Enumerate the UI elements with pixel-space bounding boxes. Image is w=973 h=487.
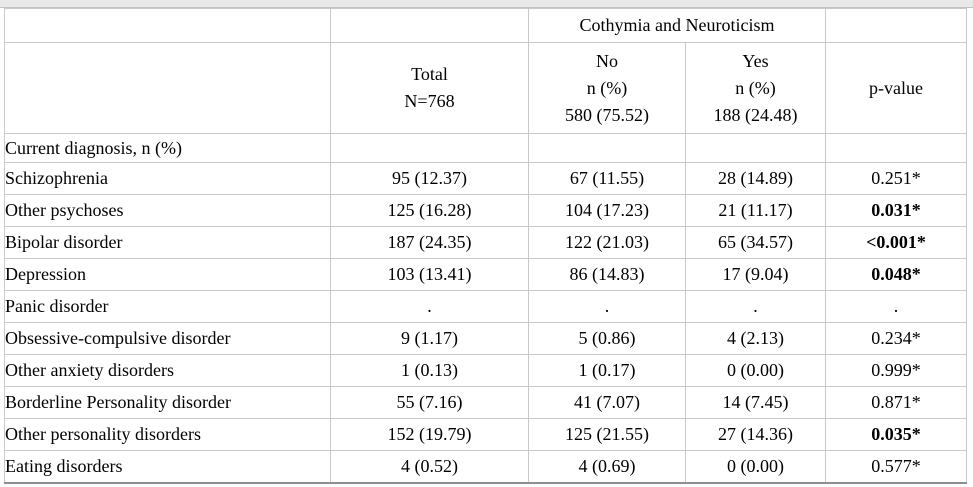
cell-no: 67 (11.55) xyxy=(528,162,686,195)
cell-total: 9 (1.17) xyxy=(330,322,529,355)
table-row: Depression 103 (13.41) 86 (14.83) 17 (9.… xyxy=(4,258,967,291)
cell-no: 41 (7.07) xyxy=(528,386,686,419)
empty-cell xyxy=(330,133,529,163)
cell-pvalue: 0.035* xyxy=(825,418,967,451)
cell-yes: 27 (14.36) xyxy=(685,418,826,451)
row-label: Schizophrenia xyxy=(4,162,331,195)
cell-yes: . xyxy=(685,290,826,323)
column-header-yes: Yes n (%) 188 (24.48) xyxy=(685,42,826,134)
cell-total: 187 (24.35) xyxy=(330,226,529,259)
table-row: Borderline Personality disorder 55 (7.16… xyxy=(4,386,967,419)
cell-pvalue: 0.871* xyxy=(825,386,967,419)
cell-yes: 17 (9.04) xyxy=(685,258,826,291)
clipped-row-strip xyxy=(0,0,973,8)
cell-pvalue: 0.251* xyxy=(825,162,967,195)
table-row: Obsessive-compulsive disorder 9 (1.17) 5… xyxy=(4,322,967,355)
cell-pvalue: <0.001* xyxy=(825,226,967,259)
table-row-column-headers: Total N=768 No n (%) 580 (75.52) Yes n (… xyxy=(4,42,967,134)
cell-no: . xyxy=(528,290,686,323)
empty-cell xyxy=(528,133,686,163)
cell-total: . xyxy=(330,290,529,323)
table-row: Bipolar disorder 187 (24.35) 122 (21.03)… xyxy=(4,226,967,259)
empty-cell xyxy=(330,8,529,43)
table-row-group-header: Cothymia and Neuroticism xyxy=(4,8,967,43)
cell-pvalue: 0.234* xyxy=(825,322,967,355)
row-label: Borderline Personality disorder xyxy=(4,386,331,419)
table-row: Panic disorder . . . . xyxy=(4,290,967,323)
column-header-total: Total N=768 xyxy=(330,42,529,134)
empty-cell xyxy=(685,133,826,163)
cell-yes: 0 (0.00) xyxy=(685,450,826,484)
cell-total: 125 (16.28) xyxy=(330,194,529,227)
cell-no: 5 (0.86) xyxy=(528,322,686,355)
table-row: Other psychoses 125 (16.28) 104 (17.23) … xyxy=(4,194,967,227)
row-label: Depression xyxy=(4,258,331,291)
cell-yes: 0 (0.00) xyxy=(685,354,826,387)
table-row: Other personality disorders 152 (19.79) … xyxy=(4,418,967,451)
cell-pvalue: 0.031* xyxy=(825,194,967,227)
table-row: Other anxiety disorders 1 (0.13) 1 (0.17… xyxy=(4,354,967,387)
cell-yes: 21 (11.17) xyxy=(685,194,826,227)
diagnosis-statistics-table: Cothymia and Neuroticism Total N=768 No … xyxy=(4,8,967,484)
cell-yes: 14 (7.45) xyxy=(685,386,826,419)
cell-total: 103 (13.41) xyxy=(330,258,529,291)
cell-total: 55 (7.16) xyxy=(330,386,529,419)
cell-no: 104 (17.23) xyxy=(528,194,686,227)
cell-yes: 65 (34.57) xyxy=(685,226,826,259)
row-label: Eating disorders xyxy=(4,450,331,484)
empty-cell xyxy=(825,133,967,163)
cell-yes: 28 (14.89) xyxy=(685,162,826,195)
cell-no: 125 (21.55) xyxy=(528,418,686,451)
empty-cell xyxy=(4,42,331,134)
empty-cell xyxy=(825,8,967,43)
group-header-cell: Cothymia and Neuroticism xyxy=(528,8,826,43)
cell-total: 4 (0.52) xyxy=(330,450,529,484)
row-label: Panic disorder xyxy=(4,290,331,323)
cell-pvalue: 0.999* xyxy=(825,354,967,387)
table-row: Schizophrenia 95 (12.37) 67 (11.55) 28 (… xyxy=(4,162,967,195)
cell-pvalue: 0.048* xyxy=(825,258,967,291)
empty-cell xyxy=(4,8,331,43)
cell-yes: 4 (2.13) xyxy=(685,322,826,355)
row-label: Obsessive-compulsive disorder xyxy=(4,322,331,355)
row-label: Other psychoses xyxy=(4,194,331,227)
cell-total: 1 (0.13) xyxy=(330,354,529,387)
cell-total: 152 (19.79) xyxy=(330,418,529,451)
cell-no: 4 (0.69) xyxy=(528,450,686,484)
table-row-section: Current diagnosis, n (%) xyxy=(4,133,967,163)
table-row: Eating disorders 4 (0.52) 4 (0.69) 0 (0.… xyxy=(4,450,967,484)
cell-total: 95 (12.37) xyxy=(330,162,529,195)
row-label: Other anxiety disorders xyxy=(4,354,331,387)
column-header-pvalue: p-value xyxy=(825,42,967,134)
row-label: Other personality disorders xyxy=(4,418,331,451)
cell-no: 1 (0.17) xyxy=(528,354,686,387)
cell-pvalue: 0.577* xyxy=(825,450,967,484)
row-label: Bipolar disorder xyxy=(4,226,331,259)
cell-pvalue: . xyxy=(825,290,967,323)
cell-no: 122 (21.03) xyxy=(528,226,686,259)
section-label: Current diagnosis, n (%) xyxy=(4,133,331,163)
cell-no: 86 (14.83) xyxy=(528,258,686,291)
column-header-no: No n (%) 580 (75.52) xyxy=(528,42,686,134)
